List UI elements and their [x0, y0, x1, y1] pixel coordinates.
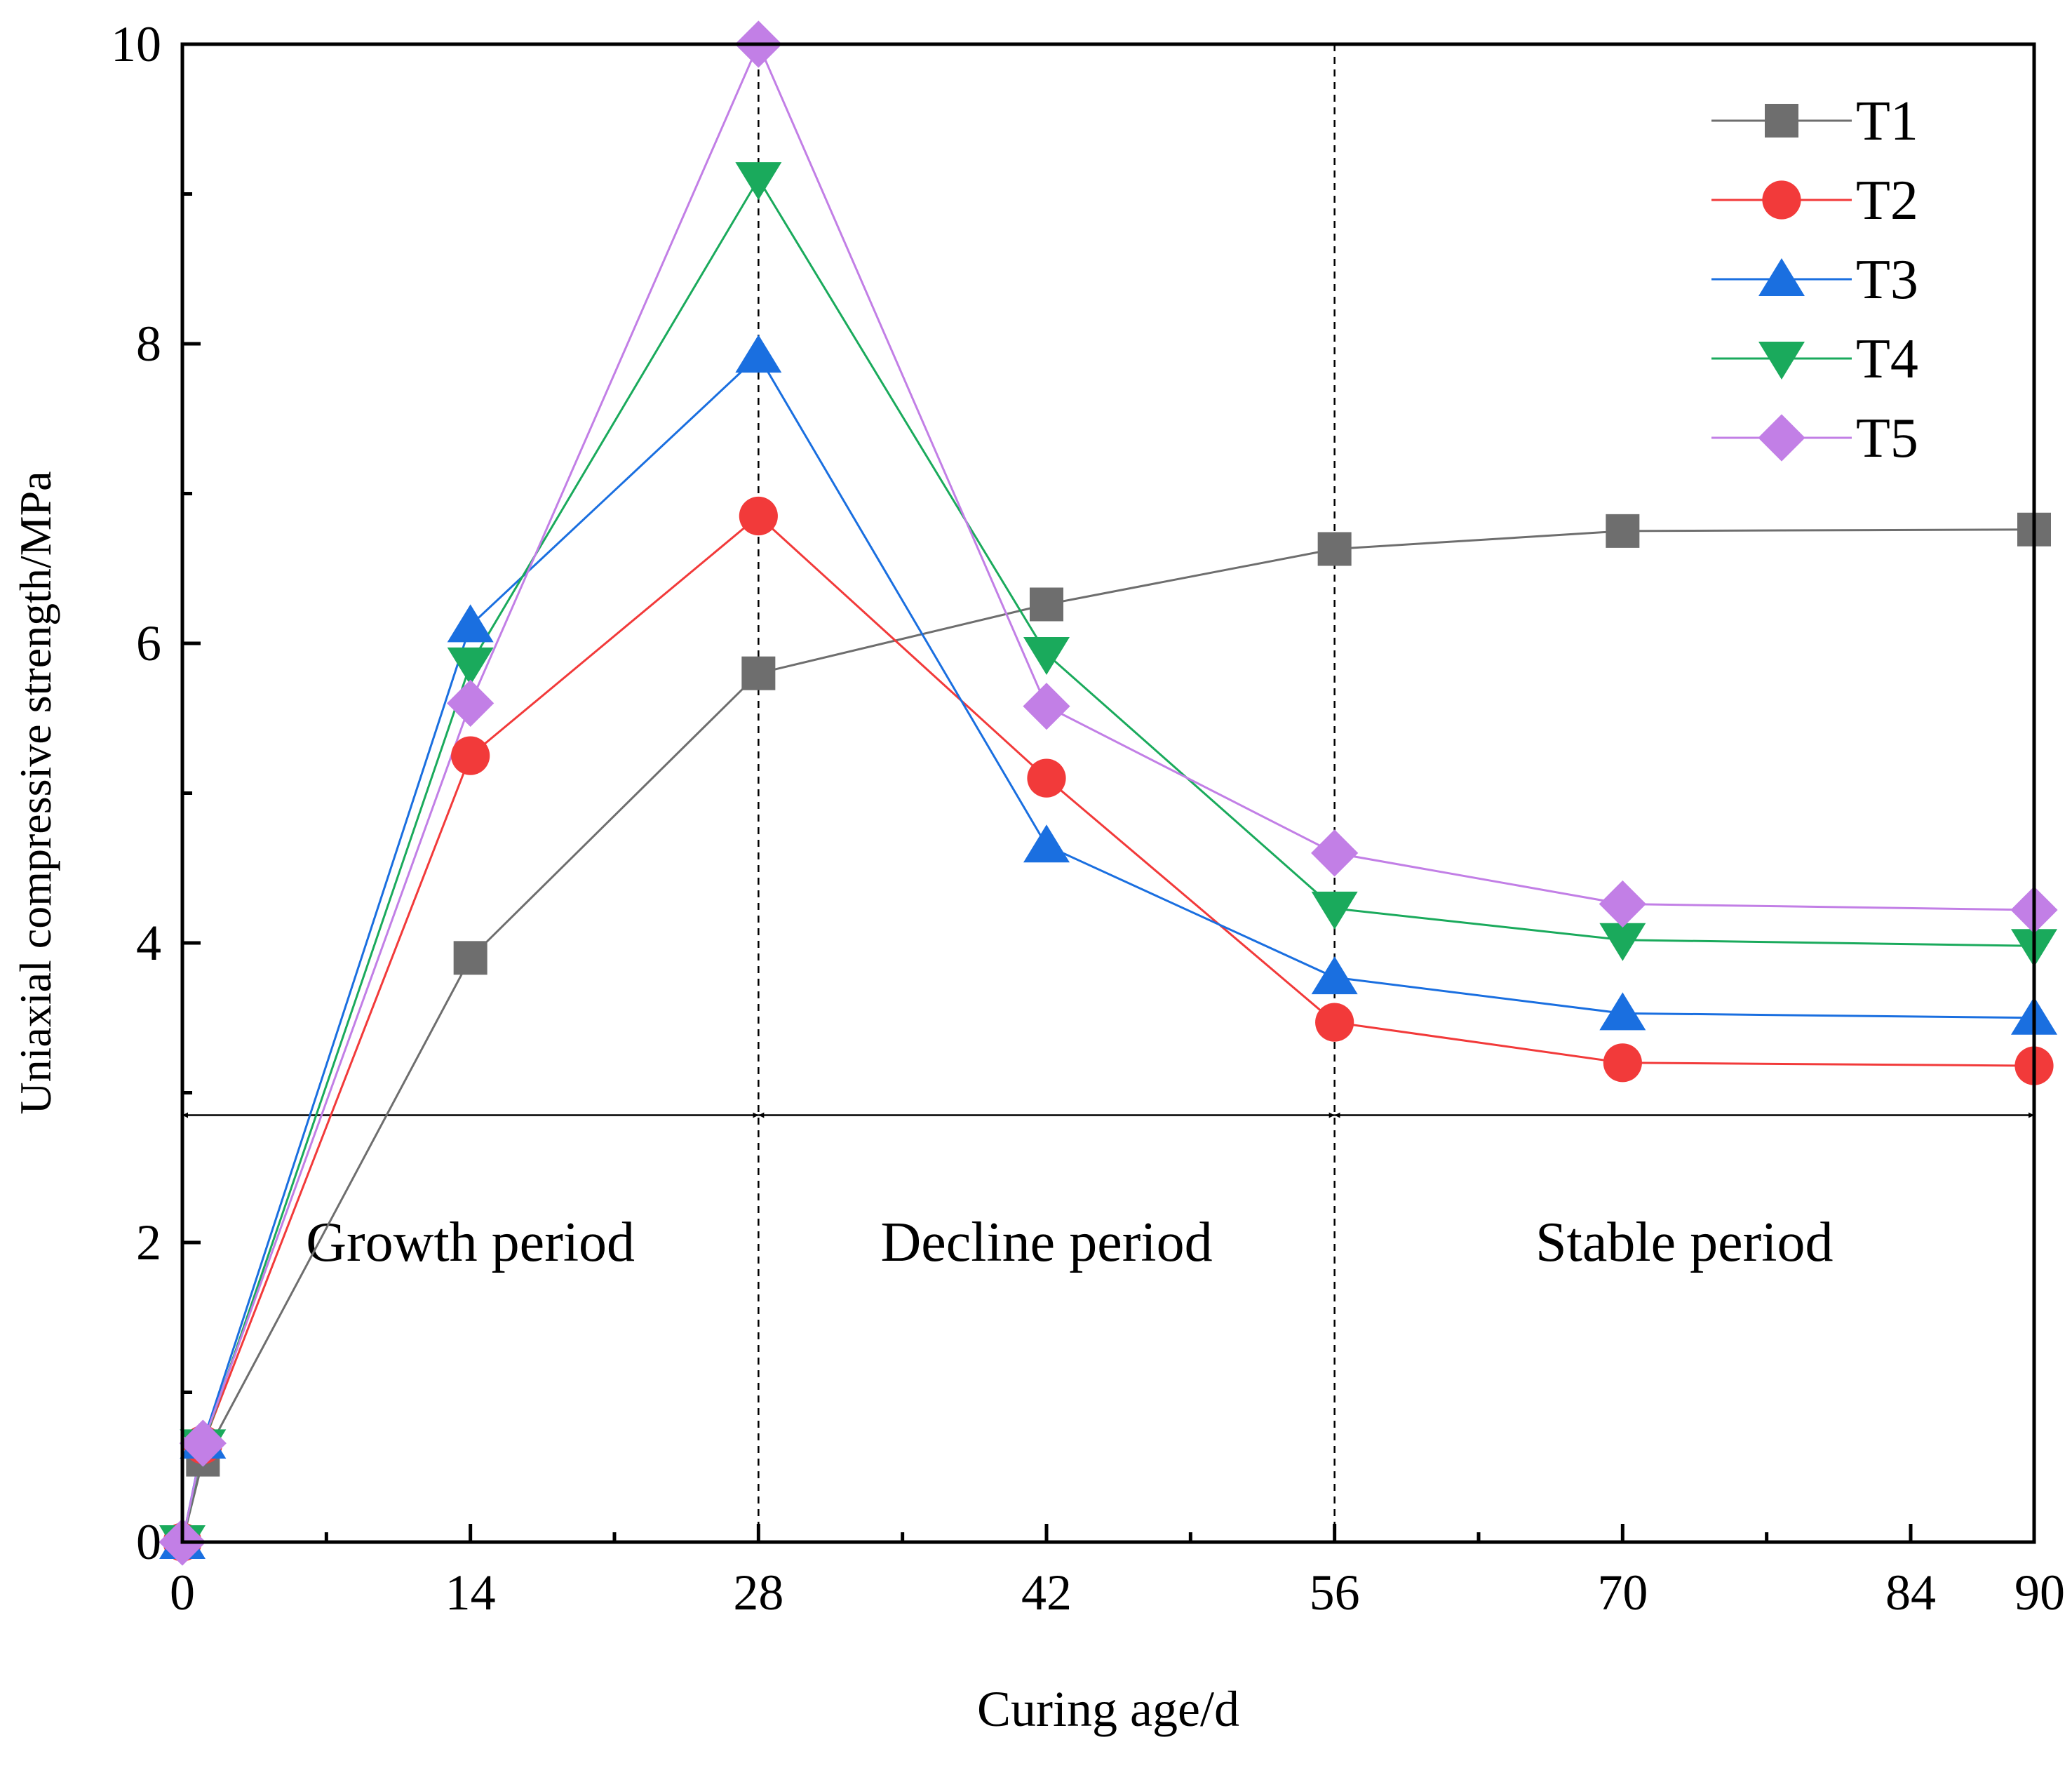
- legend-label-T3: T3: [1856, 249, 1918, 311]
- data-point-T1: [1030, 587, 1063, 622]
- data-point-T5: [1599, 880, 1646, 928]
- legend: T1 T2 T3 T4 T5: [1711, 91, 1918, 469]
- legend-label-T1: T1: [1856, 91, 1918, 152]
- data-point-T2: [1603, 1043, 1642, 1083]
- data-point-T4: [1311, 891, 1358, 930]
- series-line-T1: [181, 528, 2035, 1543]
- series-layer: [159, 20, 2058, 1566]
- x-axis-label: Curing age/d: [977, 1681, 1239, 1737]
- series-line-T5: [181, 41, 2035, 1543]
- x-tick-label: 28: [733, 1565, 783, 1621]
- y-tick-label: 0: [136, 1514, 161, 1570]
- data-point-T4: [735, 162, 782, 201]
- data-point-T1: [453, 941, 487, 975]
- data-point-T2: [1027, 758, 1066, 798]
- period-label: Growth period: [306, 1212, 635, 1273]
- data-point-T5: [447, 679, 495, 727]
- y-tick-label: 6: [136, 615, 161, 671]
- data-point-T1: [741, 656, 776, 690]
- y-axis-label: Uniaxial compressive strength/MPa: [11, 471, 60, 1114]
- data-point-T2: [1315, 1003, 1354, 1042]
- legend-label-T4: T4: [1856, 328, 1918, 390]
- data-point-T3: [1599, 992, 1646, 1031]
- x-tick-label: 14: [445, 1565, 496, 1621]
- data-point-T5: [179, 1419, 227, 1467]
- period-label: Decline period: [880, 1212, 1212, 1273]
- legend-label-T5: T5: [1856, 408, 1918, 469]
- y-tick-label: 8: [136, 316, 161, 372]
- axis-layer: 0 14 28 42 56 70 84 90 0 2 4 6 8 10: [111, 16, 2065, 1621]
- data-point-T1: [1606, 514, 1640, 548]
- series-line-T2: [181, 514, 2035, 1543]
- legend-marker-T1: [1765, 104, 1798, 138]
- data-point-T5: [1023, 683, 1070, 730]
- data-point-T3: [1023, 824, 1070, 863]
- x-tick-label: 42: [1021, 1565, 1072, 1621]
- plot-frame: [180, 42, 2036, 1544]
- legend-marker-T2: [1762, 180, 1801, 220]
- data-point-T2: [451, 736, 490, 775]
- legend-label-T2: T2: [1856, 170, 1918, 232]
- legend-marker-T5: [1758, 414, 1805, 462]
- legend-marker-T4: [1758, 342, 1805, 380]
- data-point-T4: [1023, 636, 1070, 675]
- x-tick-label: 90: [2014, 1565, 2065, 1621]
- x-tick-label: 84: [1885, 1565, 1936, 1621]
- data-point-T2: [739, 496, 778, 536]
- data-point-T5: [1311, 829, 1359, 877]
- legend-marker-T3: [1758, 258, 1805, 296]
- y-tick-label: 10: [111, 16, 161, 72]
- period-layer: Growth period Decline period Stable period: [182, 44, 2034, 1542]
- data-point-T1: [1317, 532, 1352, 566]
- y-tick-label: 4: [136, 915, 161, 971]
- data-point-T3: [1311, 956, 1358, 995]
- data-point-T3: [447, 604, 494, 643]
- data-point-T4: [1599, 923, 1646, 961]
- series-line-T3: [181, 354, 2035, 1543]
- period-label: Stable period: [1535, 1212, 1833, 1273]
- x-tick-label: 70: [1597, 1565, 1648, 1621]
- series-line-T4: [181, 177, 2035, 1543]
- x-tick-label: 0: [170, 1565, 195, 1621]
- y-tick-label: 2: [136, 1214, 161, 1271]
- data-point-T3: [735, 335, 782, 373]
- x-tick-label: 56: [1310, 1565, 1360, 1621]
- data-point-T4: [447, 647, 494, 685]
